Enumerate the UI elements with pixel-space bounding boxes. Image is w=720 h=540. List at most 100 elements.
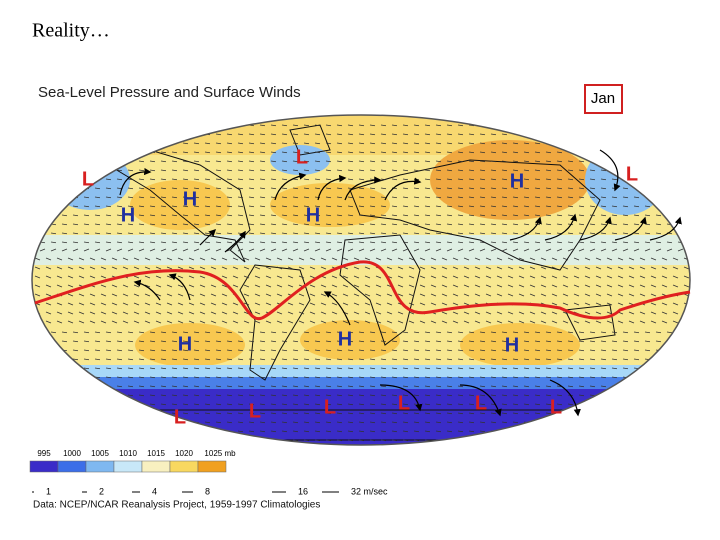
- wind-vector: [408, 293, 415, 297]
- wind-vector: [479, 205, 486, 208]
- wind-vector: [204, 421, 211, 424]
- wind-vector: [303, 376, 310, 379]
- wind-vector: [347, 439, 354, 442]
- wind-vector: [221, 275, 228, 279]
- wind-vector: [551, 311, 558, 315]
- wind-vector: [655, 241, 662, 244]
- wind-vector: [501, 358, 508, 361]
- wind-vector: [644, 349, 651, 352]
- wind-vector: [221, 257, 228, 261]
- wind-vector: [622, 349, 629, 352]
- wind-vector: [281, 394, 288, 397]
- wind-vector: [116, 160, 123, 163]
- wind-vector: [237, 178, 244, 181]
- wind-vector: [309, 284, 316, 288]
- wind-vector: [534, 178, 541, 181]
- wind-vector: [237, 358, 244, 361]
- wind-vector: [358, 232, 365, 235]
- pressure-label: 1015: [147, 449, 165, 458]
- wind-vector: [50, 241, 57, 244]
- wind-vector: [512, 421, 519, 424]
- wind-vector: [683, 284, 690, 288]
- wind-vector: [534, 248, 541, 252]
- wind-vector: [468, 367, 475, 370]
- wind-vector: [182, 367, 189, 370]
- wind-vector: [336, 214, 343, 217]
- wind-vector: [182, 133, 189, 136]
- wind-vector: [353, 257, 360, 261]
- wind-vector: [600, 394, 607, 397]
- wind-vector: [39, 124, 46, 127]
- wind-vector: [672, 320, 679, 324]
- wind-vector: [501, 349, 508, 352]
- wind-vector: [204, 178, 211, 181]
- wind-vector: [424, 205, 431, 208]
- wind-vector: [270, 187, 277, 190]
- wind-vector: [72, 331, 79, 334]
- wind-vector: [419, 275, 426, 279]
- wind-vector: [215, 124, 222, 127]
- wind-vector: [127, 214, 134, 217]
- wind-vector: [204, 142, 211, 145]
- wind-vector: [534, 430, 541, 433]
- wind-vector: [402, 151, 409, 154]
- wind-vector: [116, 142, 123, 145]
- wind-vector: [534, 151, 541, 154]
- wind-vector: [545, 349, 552, 352]
- wind-vector: [281, 241, 288, 244]
- wind-vector: [303, 358, 310, 361]
- wind-vector: [232, 311, 239, 315]
- wind-vector: [369, 349, 376, 352]
- wind-vector: [281, 133, 288, 136]
- wind-vector: [259, 160, 266, 163]
- wind-vector: [655, 151, 662, 154]
- wind-vector: [248, 403, 255, 406]
- wind-vector: [523, 133, 530, 136]
- wind-vector: [193, 223, 200, 226]
- wind-vector: [507, 320, 514, 324]
- wind-vector: [105, 412, 112, 415]
- wind-vector: [237, 223, 244, 226]
- wind-vector: [34, 266, 41, 270]
- wind-vector: [600, 331, 607, 334]
- wind-vector: [622, 421, 629, 424]
- wind-vector: [446, 340, 453, 343]
- wind-vector: [622, 232, 629, 235]
- wind-vector: [446, 223, 453, 226]
- wind-vector: [303, 160, 310, 163]
- wind-vector: [270, 439, 277, 442]
- wind-vector: [116, 340, 123, 343]
- wind-vector: [270, 376, 277, 379]
- wind-vector: [336, 151, 343, 154]
- wind-vector: [50, 133, 57, 136]
- wind-vector: [182, 241, 189, 244]
- wind-vector: [171, 376, 178, 379]
- wind-vector: [435, 223, 442, 226]
- wind-vector: [39, 232, 46, 235]
- wind-vector: [133, 320, 140, 324]
- wind-vector: [578, 241, 585, 244]
- wind-vector: [171, 223, 178, 226]
- wind-vector: [523, 169, 530, 172]
- wind-vector: [452, 284, 459, 288]
- wind-vector: [661, 275, 668, 279]
- wind-vector: [270, 358, 277, 361]
- wind-vector: [364, 320, 371, 324]
- wind-vector: [457, 385, 464, 388]
- wind-vector: [501, 385, 508, 388]
- wind-vector: [534, 133, 541, 136]
- wind-vector: [633, 430, 640, 433]
- wind-vector: [584, 275, 591, 279]
- wind-vector: [688, 241, 690, 244]
- wind-vector: [325, 439, 332, 442]
- wind-vector: [496, 311, 503, 315]
- wind-vector: [45, 266, 52, 270]
- wind-vector: [193, 178, 200, 181]
- wind-vector: [677, 205, 684, 208]
- wind-vector: [160, 367, 167, 370]
- wind-vector: [259, 340, 266, 343]
- wind-vector: [39, 349, 46, 352]
- wind-vector: [94, 421, 101, 424]
- wind-vector: [204, 367, 211, 370]
- wind-vector: [144, 266, 151, 270]
